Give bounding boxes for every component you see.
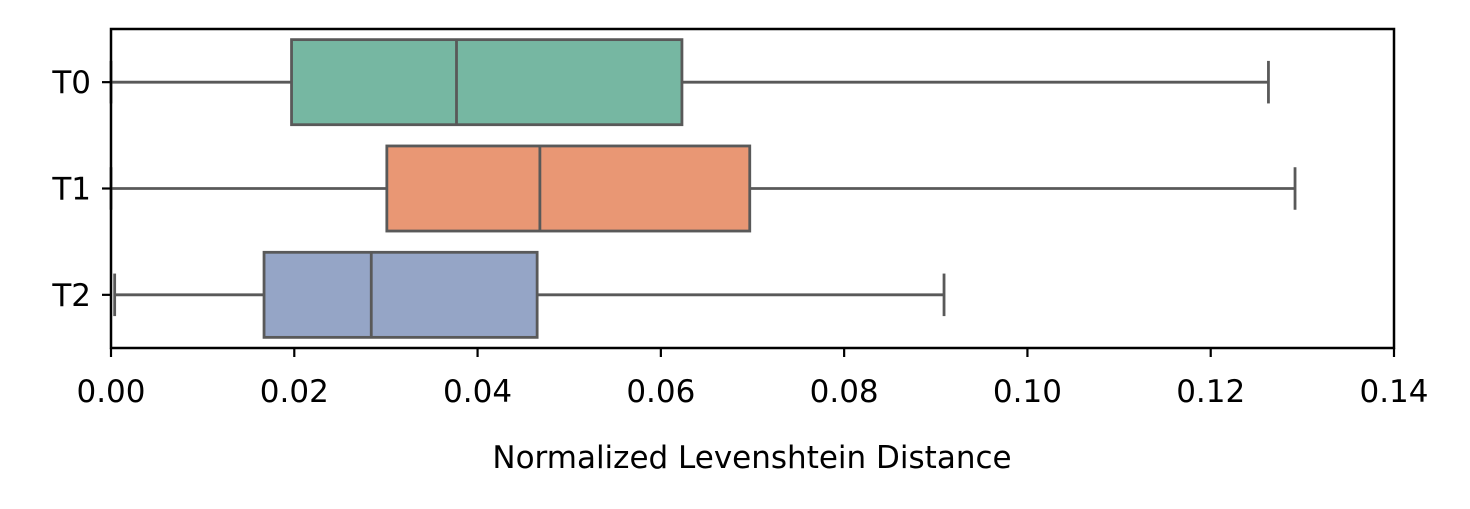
box-t0	[109, 38, 1270, 127]
x-tick-label: 0.12	[1176, 374, 1245, 410]
x-tick-label: 0.14	[1359, 374, 1428, 410]
y-tick-label-t0: T0	[51, 65, 91, 101]
y-tick-label-t1: T1	[51, 172, 91, 208]
y-axis: T0 T1 T2	[51, 65, 111, 314]
x-axis-label: Normalized Levenshtein Distance	[492, 440, 1011, 476]
x-tick-label: 0.06	[626, 374, 695, 410]
x-axis: 0.00 0.02 0.04 0.06 0.08 0.10 0.12 0.14	[76, 348, 1429, 410]
box-t1	[109, 144, 1297, 233]
x-tick-label: 0.00	[76, 374, 145, 410]
x-tick-label: 0.08	[810, 374, 879, 410]
x-tick-label: 0.10	[993, 374, 1062, 410]
x-tick-label: 0.04	[443, 374, 512, 410]
iqr-box-t1	[385, 144, 752, 233]
box-t2	[113, 250, 946, 339]
iqr-box-t0	[290, 38, 684, 127]
box-group	[109, 38, 1297, 339]
iqr-box-t2	[262, 250, 539, 339]
x-tick-label: 0.02	[260, 374, 329, 410]
y-tick-label-t2: T2	[51, 278, 91, 314]
